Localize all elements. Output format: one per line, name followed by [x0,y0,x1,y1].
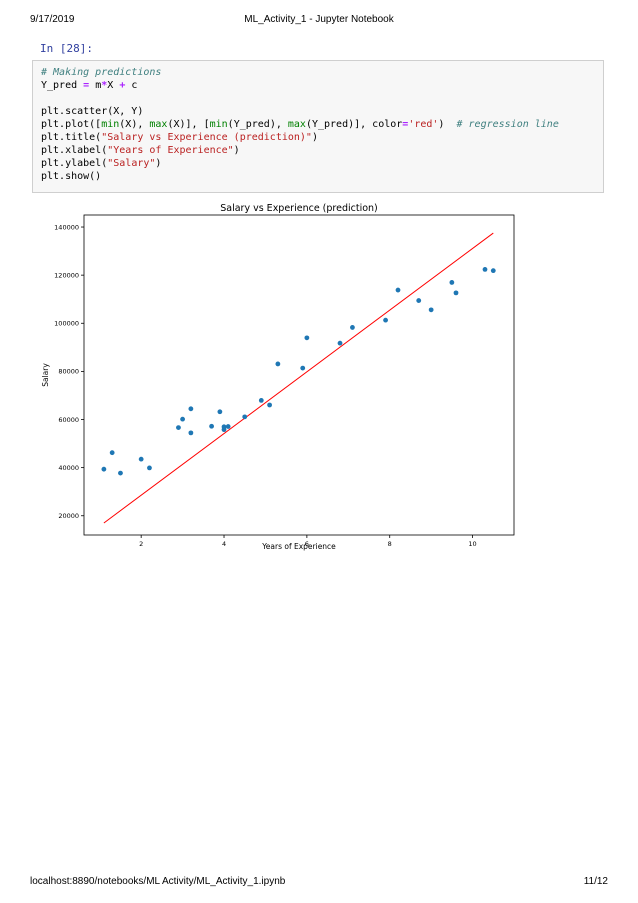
y-tick-label: 100000 [54,320,79,328]
code-token: (X), [119,119,150,130]
scatter-point [225,424,231,429]
scatter-point [449,280,455,285]
code-cell[interactable]: # Making predictions Y_pred = m*X + c plt.… [32,60,604,193]
x-tick-label: 6 [305,540,309,548]
code-line-2: Y_pred = m*X + c [41,79,559,92]
code-string: 'red' [408,119,439,130]
code-builtin: max [149,119,168,130]
code-token: plt.title( [41,132,102,143]
y-tick-label: 140000 [54,223,79,231]
y-tick-label: 40000 [58,464,79,472]
plot-area [83,214,515,536]
code-token: c [125,80,138,91]
code-builtin: min [209,119,228,130]
scatter-point [138,456,144,462]
scatter-point [109,450,115,456]
code-line-8: plt.ylabel("Salary") [41,157,559,170]
code-line-blank [41,92,559,105]
scatter-point [416,298,422,303]
code-comment: # Making predictions [41,67,162,78]
print-header-date: 9/17/2019 [30,14,75,25]
code-token: ) [155,158,162,169]
code-line-1: # Making predictions [41,66,559,79]
scatter-point [101,466,107,472]
code-operator: + [119,80,126,91]
code-token: (Y_pred), [227,119,288,130]
code-token: ) [311,132,318,143]
code-token: (Y_pred)], color [305,119,403,130]
output-chart: Salary vs Experience (prediction) Years … [41,203,515,551]
code-operator: = [83,80,90,91]
code-builtin: min [101,119,120,130]
code-builtin: max [287,119,306,130]
code-token: plt.plot([ [41,119,102,130]
code-string: "Years of Experience" [107,145,234,156]
code-token: m [89,80,102,91]
scatter-point [221,424,227,430]
scatter-point [275,361,281,367]
code-line-9: plt.show() [41,170,559,183]
scatter-point [482,266,488,272]
print-footer-page: 11/12 [583,876,608,887]
y-tick-label: 120000 [54,271,79,279]
code-operator: * [101,80,108,91]
scatter-point [428,307,434,313]
print-footer-url: localhost:8890/notebooks/ML Activity/ML_… [30,876,286,887]
y-axis-label: Salary [41,363,50,387]
code-string: "Salary vs Experience (prediction)" [101,132,312,143]
code-token: X [107,80,120,91]
scatter-point [350,325,355,330]
scatter-point [147,465,152,471]
scatter-point [267,402,272,408]
scatter-point [188,430,194,436]
input-prompt: In [28]: [40,42,93,55]
code-line-6: plt.title("Salary vs Experience (predict… [41,131,559,144]
code-line-4: plt.scatter(X, Y) [41,105,559,118]
x-tick-label: 8 [388,540,392,548]
code-token: plt.xlabel( [41,145,108,156]
scatter-point [242,414,248,420]
code-line-5: plt.plot([min(X), max(X)], [min(Y_pred),… [41,118,559,131]
regression-line [103,232,494,524]
x-tick-label: 10 [468,540,476,548]
code-token: Y_pred [41,80,84,91]
code-token: ) [233,145,240,156]
chart-title: Salary vs Experience (prediction) [220,203,378,214]
scatter-point [176,425,181,430]
code-token: plt.ylabel( [41,158,108,169]
y-tick-label: 20000 [58,512,79,520]
x-tick-label: 4 [222,540,226,548]
scatter-point [300,365,306,371]
code-operator: = [402,119,409,130]
scatter-points [101,266,496,476]
scatter-point [217,409,223,415]
scatter-point [180,416,185,422]
x-axis-label: Years of Experience [261,542,336,551]
code-token: plt.scatter(X, Y) [41,106,144,117]
scatter-point [337,340,343,346]
y-tick-label: 80000 [58,368,79,376]
code-line-7: plt.xlabel("Years of Experience") [41,144,559,157]
code-editor[interactable]: # Making predictions Y_pred = m*X + c plt.… [41,66,559,183]
scatter-point [453,290,459,296]
print-header-title: ML_Activity_1 - Jupyter Notebook [244,14,394,25]
code-string: "Salary" [107,158,156,169]
scatter-point [188,406,194,412]
code-token: ) [438,119,457,130]
code-comment: # regression line [456,119,559,130]
code-token: plt.show() [41,171,102,182]
x-tick-label: 2 [139,540,143,548]
regression-line-group [103,232,494,524]
code-token: (X)], [ [167,119,210,130]
scatter-point [395,287,401,293]
scatter-point [383,317,388,323]
scatter-point [258,398,264,403]
scatter-point [304,335,310,341]
scatter-point [490,268,496,274]
scatter-point [209,423,214,429]
scatter-point [118,470,123,476]
axis-ticks: 2 4 6 8 10 20000 40000 60000 80000 100000 120000 14… [54,223,477,548]
y-tick-label: 60000 [58,416,79,424]
